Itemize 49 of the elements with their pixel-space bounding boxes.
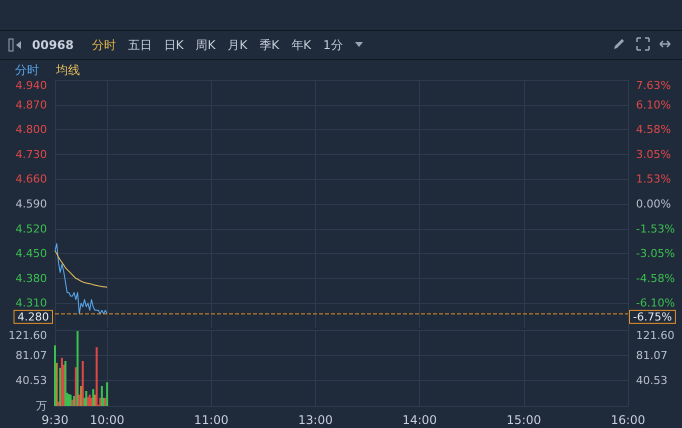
y2-tick-label: 4.58% [636,123,671,136]
x-tick-label: 14:00 [402,413,437,427]
y-tick-label: 40.53 [16,374,47,388]
y-tick-label: 81.07 [16,348,47,362]
y-tick-label: 万 [36,400,47,412]
x-tick-label: 11:00 [194,413,229,427]
y2-tick-label: 1.53% [636,172,671,186]
y-tick-label: 4.520 [16,222,47,236]
text: 季K [259,36,280,54]
text: 00968 [32,38,74,52]
y2-tick-label: -6.10% [636,296,675,310]
y-tick-label: 4.940 [16,79,47,92]
y-tick-label: 4.870 [16,98,47,112]
x-tick-label: 9:30 [42,413,68,427]
text: 周K [196,36,216,54]
text: 五日 [128,36,152,54]
x-tick-label: 16:00 [610,413,646,427]
x-tick-label: 15:00 [506,413,542,427]
y2-tick-label: 3.05% [636,148,671,161]
x-tick-label: 10:00 [90,413,124,427]
text: 分时 [15,63,39,77]
y-tick-label: 4.310 [16,296,47,310]
y-tick-label: 4.590 [16,198,47,210]
y2-tick-label: -4.58% [636,272,675,285]
y2-tick-label: 40.53 [636,374,668,388]
text: 1分 [323,36,343,54]
text: 月K [228,36,248,54]
line-series [54,243,108,314]
y2-tick-label: 7.63% [636,79,671,92]
y2-tick-label: -3.05% [636,247,675,260]
text: -6.75% [633,310,672,324]
y2-tick-label: 0.00% [636,198,671,210]
text: 日K [164,36,184,54]
text: 年K [291,36,312,54]
text: 均线 [55,63,80,77]
y2-tick-label: 81.07 [636,348,668,362]
y-tick-label: 4.660 [16,172,47,186]
line-series [54,250,108,288]
y2-tick-label: 121.60 [636,329,674,342]
y-tick-label: 4.380 [16,272,47,285]
ref-line-label: 4.280 [18,310,49,324]
y-tick-label: 4.800 [16,123,47,136]
y-tick-label: 121.60 [8,329,47,342]
y-tick-label: 4.450 [16,247,47,260]
y2-tick-label: 6.10% [636,98,671,112]
y-tick-label: 4.730 [16,148,47,161]
text: 分时 [92,36,116,54]
y2-tick-label: -1.53% [636,222,675,236]
x-tick-label: 13:00 [298,413,333,427]
